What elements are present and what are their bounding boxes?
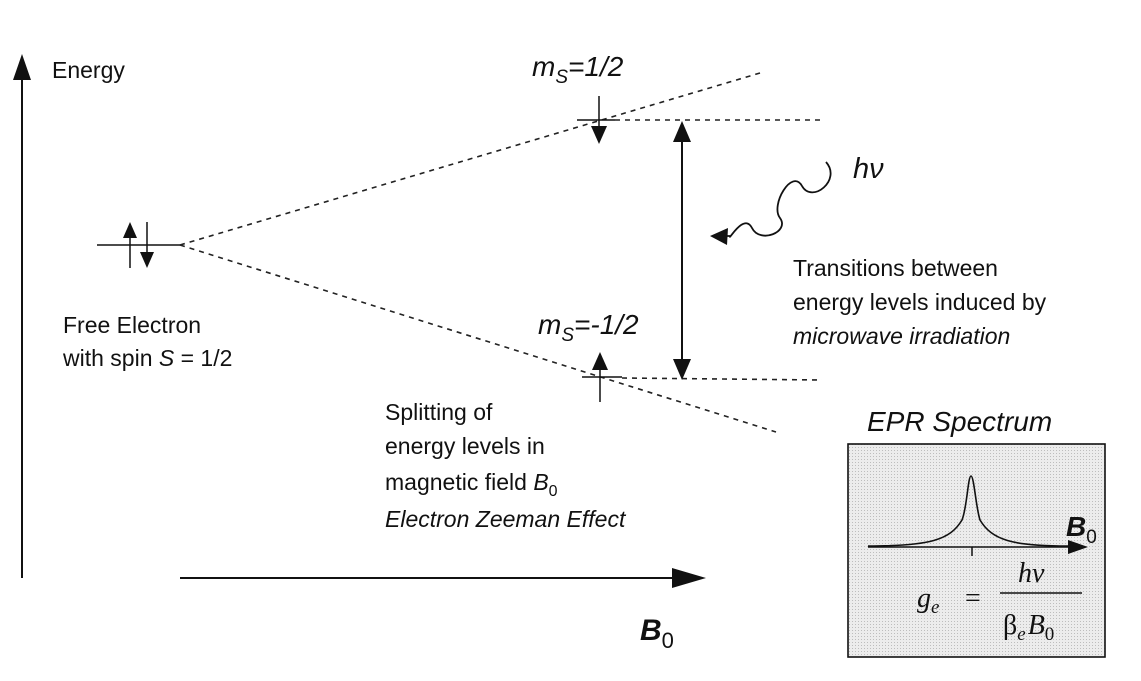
transitions-line1: Transitions between [793,255,998,281]
formula-equals: = [965,583,981,614]
field-axis [180,568,706,588]
spectrum-title: EPR Spectrum [867,406,1052,437]
photon-symbol: hν [853,153,884,185]
spectrum-peak [867,475,1069,547]
energy-axis [13,54,31,578]
formula-numerator: hν [1018,558,1045,589]
free-electron-line1: Free Electron [63,312,201,338]
formula-denominator: βeB0 [1003,610,1054,645]
spin-up-arrow [123,222,137,268]
spectrum-axis [868,540,1088,556]
lower-level-label: mS=-1/2 [538,309,639,346]
free-electron-line2: with spin S = 1/2 [62,345,232,371]
lower-split-line [179,244,777,433]
upper-split-line [179,72,761,246]
splitting-line1: Splitting of [385,399,493,425]
transitions-line2: energy levels induced by [793,289,1047,315]
splitting-line2: energy levels in [385,433,545,459]
lower-spin-arrow [592,352,608,402]
energy-axis-label: Energy [52,57,125,83]
splitting-line4: Electron Zeeman Effect [385,506,627,532]
field-axis-label: B0 [640,614,674,653]
upper-spin-arrow [591,96,607,144]
splitting-line3: magnetic field B0 [385,469,558,500]
photon-wave-arrow [710,161,832,245]
lower-level-extension [621,377,823,381]
transition-arrow [673,121,691,380]
transitions-line3: microwave irradiation [793,323,1010,349]
spin-down-arrow [140,222,154,268]
spectrum-field-label: B0 [1066,511,1097,548]
spectrum-panel [847,443,1106,658]
formula-lhs: ge [917,583,939,618]
upper-level-label: mS=1/2 [532,51,624,88]
